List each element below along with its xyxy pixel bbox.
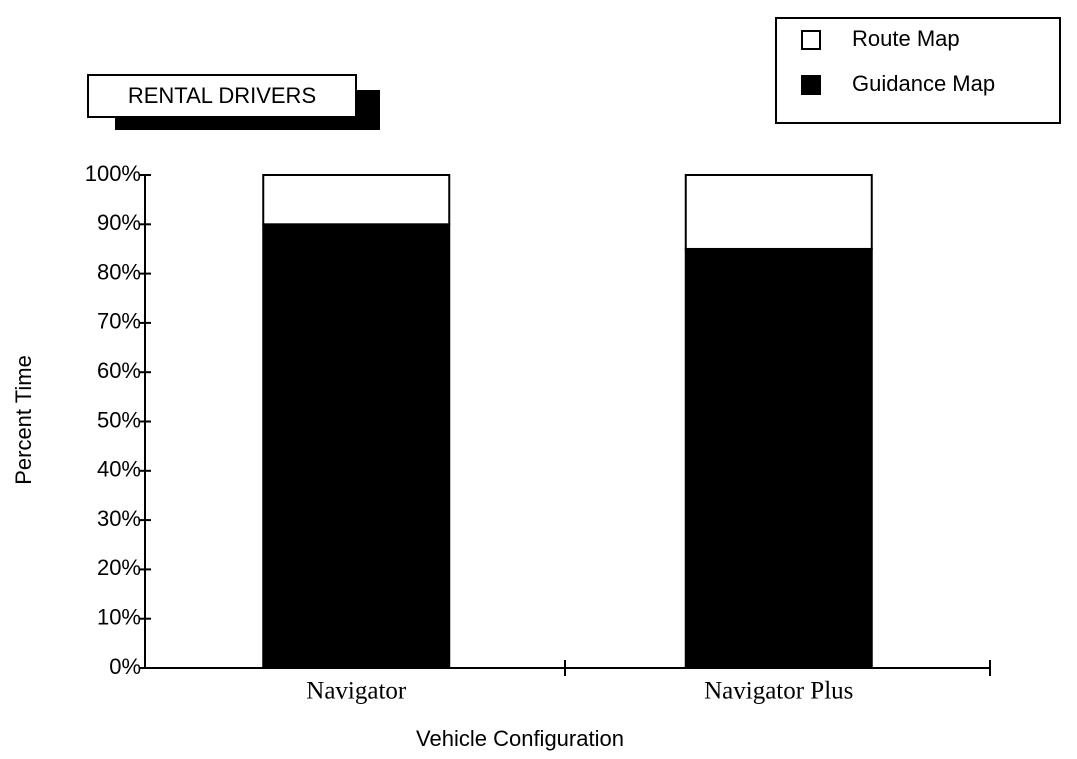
title-box bbox=[87, 74, 357, 118]
y-tick-label: 30% bbox=[97, 506, 141, 531]
legend-swatch bbox=[801, 75, 821, 95]
y-tick-label: 10% bbox=[97, 605, 141, 630]
y-tick-label: 90% bbox=[97, 210, 141, 235]
bar-segment bbox=[262, 223, 451, 670]
chart-title: RENTAL DRIVERS bbox=[128, 83, 316, 108]
y-tick-label: 50% bbox=[97, 407, 141, 432]
x-tick-label: Navigator bbox=[306, 678, 407, 705]
y-tick-label: 80% bbox=[97, 259, 141, 284]
bar-segment bbox=[262, 174, 451, 226]
y-tick-label: 70% bbox=[97, 309, 141, 334]
x-tick-label: Navigator Plus bbox=[704, 678, 853, 705]
y-tick-label: 100% bbox=[85, 161, 141, 186]
bar-segment bbox=[684, 247, 873, 669]
y-tick-label: 0% bbox=[109, 654, 141, 679]
bar-segment bbox=[684, 174, 873, 250]
y-tick-label: 60% bbox=[97, 358, 141, 383]
legend-label: Route Map bbox=[852, 26, 960, 51]
legend-box bbox=[775, 17, 1061, 124]
x-axis-label: Vehicle Configuration bbox=[416, 726, 624, 751]
y-tick-label: 40% bbox=[97, 457, 141, 482]
legend-swatch bbox=[801, 30, 821, 50]
y-tick-label: 20% bbox=[97, 555, 141, 580]
y-axis-label: Percent Time bbox=[11, 355, 36, 485]
legend-label: Guidance Map bbox=[852, 71, 995, 96]
